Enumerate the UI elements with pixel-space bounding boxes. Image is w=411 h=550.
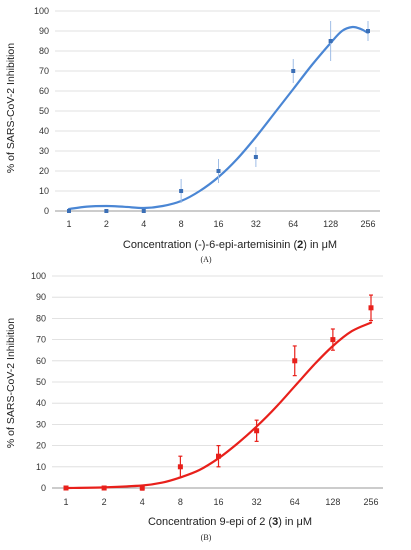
chart-a-y-tick-label: 100 [34,6,49,16]
chart-a-x-tick-label: 32 [251,219,261,229]
chart-b-y-axis-label: % of SARS-CoV-2 Inhibition [5,318,17,448]
chart-a-y-tick-label: 70 [39,66,49,76]
chart-a-data-point [67,209,71,213]
chart-b-data-point [292,358,298,364]
chart-b-x-tick-label: 32 [252,497,262,507]
chart-b-y-tick-label: 0 [41,483,46,493]
chart-b-fit-curve [64,321,373,490]
chart-a-x-tick-label: 8 [179,219,184,229]
chart-a-data-point [366,29,370,33]
chart-a-y-axis-label: % of SARS-CoV-2 Inhibition [5,43,17,173]
chart-a-x-axis-label: Concentration (-)-6-epi-artemisinin (2) … [123,239,337,251]
chart-b-x-axis-label-compound: 3 [272,516,278,528]
chart-a-x-tick-label: 1 [66,219,71,229]
chart-b-data-point [177,464,183,470]
chart-b-x-tick-label: 1 [63,497,68,507]
chart-a-y-tick-label: 90 [39,26,49,36]
chart-b-y-tick-label: 20 [36,441,46,451]
chart-b-x-tick-label: 64 [290,497,300,507]
chart-b-data-point [330,337,336,343]
chart-a-y-tick-label: 50 [39,106,49,116]
chart-a-x-tick-label: 4 [141,219,146,229]
chart-a-x-axis-label-compound: 2 [297,239,303,251]
chart-a-data-point [253,155,258,159]
chart-a-x-tick-label: 2 [104,219,109,229]
chart-b-y-tick-label: 70 [36,335,46,345]
chart-a-data-point [328,39,333,43]
chart-b-x-axis-label-start: Concentration 9-epi of 2 ( [148,516,272,528]
chart-a-y-tick-label: 80 [39,46,49,56]
chart-a-data-point [291,69,296,73]
chart-a-data-point [216,169,221,173]
chart-b-y-tick-label: 30 [36,419,46,429]
chart-a-y-tick-labels: 0 10 20 30 40 50 60 70 80 90 100 [34,6,49,216]
chart-b-x-tick-label: 128 [325,497,340,507]
chart-a-x-tick-label: 256 [360,219,375,229]
chart-b-y-tick-label: 60 [36,356,46,366]
chart-b-x-axis-label-end: ) in μM [278,516,312,528]
chart-b-data-point [254,428,260,434]
chart-b-data-point [368,305,374,311]
chart-b-gridlines [52,275,383,468]
chart-a-x-axis-label-end: ) in μM [303,239,337,251]
chart-b-y-tick-label: 50 [36,377,46,387]
chart-b-data-point [216,453,221,459]
chart-b-x-tick-labels: 1 2 4 8 16 32 64 128 256 [63,497,378,507]
chart-b-x-tick-label: 16 [213,497,223,507]
chart-a-x-tick-labels: 1 2 4 8 16 32 64 128 256 [66,219,375,229]
chart-a-data-point [141,209,146,213]
chart-a-data-point [179,189,184,193]
chart-a-y-tick-label: 40 [39,126,49,136]
chart-b-data-point [139,485,145,491]
chart-a-data-points [67,29,370,213]
chart-a-x-axis-label-start: Concentration (-)-6-epi-artemisinin ( [123,239,298,251]
chart-b-x-tick-label: 8 [178,497,183,507]
chart-b-error-bars [140,294,373,491]
chart-a-y-tick-label: 0 [44,206,49,216]
chart-b-panel-label: (B) [201,533,212,542]
chart-b-y-tick-labels: 0 10 20 30 40 50 60 70 80 90 100 [31,271,46,493]
chart-a-y-tick-label: 60 [39,86,49,96]
chart-a-x-tick-label: 64 [288,219,298,229]
chart-b-data-point [101,485,107,491]
chart-b-data-points [63,305,374,491]
chart-b-y-tick-label: 40 [36,398,46,408]
chart-b-x-tick-label: 2 [102,497,107,507]
chart-a-gridlines [55,10,380,192]
chart-b-y-tick-label: 10 [36,462,46,472]
chart-b-y-tick-label: 100 [31,271,46,281]
chart-a-y-tick-label: 30 [39,146,49,156]
chart-b-x-tick-label: 256 [363,497,378,507]
chart-b-x-tick-label: 4 [140,497,145,507]
chart-a-y-tick-label: 10 [39,186,49,196]
chart-a-x-tick-label: 16 [213,219,223,229]
chart-a-y-tick-label: 20 [39,166,49,176]
chart-a-data-point [104,209,109,213]
chart-b-data-point [63,485,69,491]
chart-b-y-tick-label: 80 [36,313,46,323]
chart-b-y-tick-label: 90 [36,292,46,302]
chart-a-panel-label: (A) [200,255,211,264]
chart-a-fit-curve [67,25,370,211]
chart-a-x-tick-label: 128 [323,219,338,229]
chart-b-x-axis-label: Concentration 9-epi of 2 (3) in μM [148,516,312,528]
